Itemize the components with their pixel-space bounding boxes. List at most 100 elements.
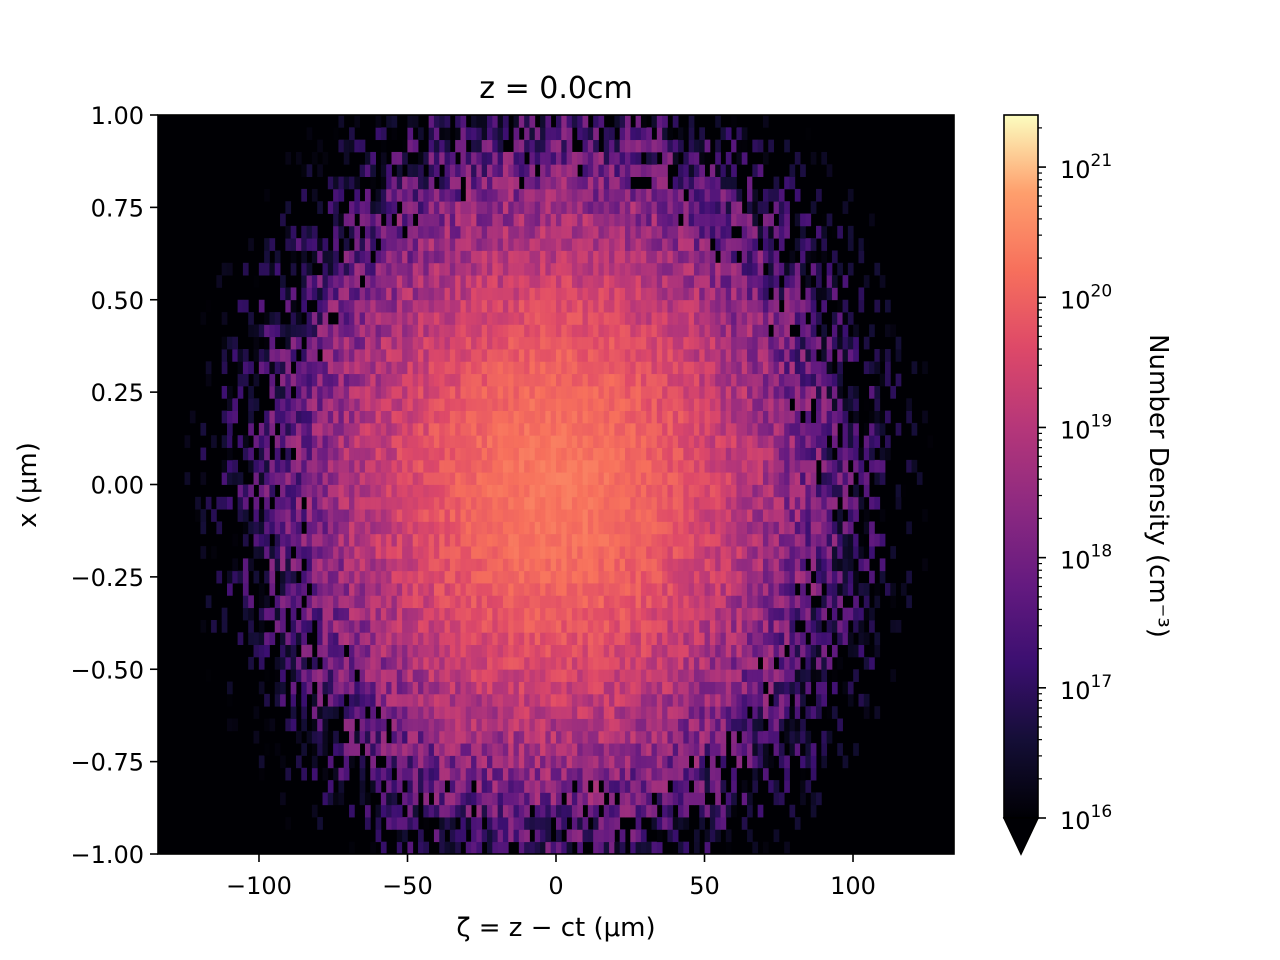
- heatmap-cell: [699, 349, 705, 362]
- heatmap-cell: [667, 385, 674, 399]
- heatmap-cell: [497, 780, 504, 793]
- heatmap-cell: [800, 361, 806, 375]
- heatmap-cell: [699, 632, 705, 646]
- heatmap-cell: [715, 349, 721, 362]
- heatmap-cell: [508, 718, 514, 732]
- heatmap-cell: [630, 681, 636, 695]
- heatmap-cell: [439, 373, 445, 387]
- heatmap-cell: [502, 656, 509, 670]
- heatmap-cell: [487, 361, 493, 375]
- heatmap-cell: [370, 275, 376, 288]
- heatmap-cell: [693, 459, 700, 473]
- heatmap-cell: [662, 521, 668, 535]
- heatmap-cell: [439, 841, 445, 855]
- heatmap-cell: [471, 336, 477, 350]
- heatmap-cell: [492, 718, 499, 732]
- heatmap-cell: [354, 743, 361, 756]
- heatmap-cell: [720, 706, 727, 719]
- heatmap-cell: [481, 743, 488, 756]
- heatmap-cell: [407, 706, 414, 719]
- heatmap-cell: [683, 706, 690, 719]
- heatmap-cell: [614, 496, 621, 510]
- heatmap-cell: [285, 546, 292, 559]
- heatmap-cell: [386, 349, 392, 362]
- heatmap-cell: [603, 619, 610, 633]
- heatmap-cell: [826, 570, 833, 584]
- heatmap-cell: [800, 435, 806, 448]
- heatmap-cell: [349, 472, 355, 485]
- heatmap-cell: [699, 410, 705, 424]
- heatmap-cell: [290, 693, 297, 707]
- heatmap-cell: [789, 706, 796, 719]
- heatmap-cell: [402, 607, 408, 621]
- heatmap-cell: [651, 287, 658, 301]
- heatmap-cell: [656, 817, 663, 830]
- heatmap-cell: [577, 669, 583, 682]
- heatmap-cell: [545, 484, 552, 498]
- heatmap-cell: [778, 546, 785, 559]
- heatmap-cell: [837, 373, 843, 387]
- heatmap-cell: [662, 669, 668, 682]
- heatmap-cell: [311, 459, 318, 473]
- heatmap-cell: [667, 644, 674, 658]
- heatmap-cell: [370, 287, 376, 301]
- heatmap-cell: [667, 767, 674, 781]
- heatmap-cell: [789, 607, 796, 621]
- heatmap-cell: [380, 324, 387, 338]
- heatmap-cell: [800, 398, 806, 411]
- heatmap-cell: [518, 533, 525, 547]
- heatmap-cell: [715, 804, 721, 818]
- heatmap-cell: [380, 792, 387, 806]
- heatmap-cell: [736, 361, 743, 375]
- heatmap-cell: [327, 693, 334, 707]
- heatmap-cell: [693, 435, 700, 448]
- heatmap-cell: [768, 730, 774, 744]
- heatmap-cell: [731, 619, 737, 633]
- heatmap-cell: [386, 743, 392, 756]
- heatmap-cell: [757, 484, 764, 498]
- heatmap-cell: [338, 669, 345, 682]
- heatmap-cell: [481, 447, 488, 461]
- heatmap-cell: [380, 693, 387, 707]
- heatmap-cell: [704, 656, 711, 670]
- heatmap-cell: [773, 619, 780, 633]
- heatmap-cell: [455, 780, 461, 793]
- heatmap-cell: [306, 336, 313, 350]
- heatmap-cell: [402, 349, 408, 362]
- heatmap-cell: [386, 619, 392, 633]
- heatmap-cell: [471, 829, 477, 843]
- heatmap-cell: [534, 792, 541, 806]
- heatmap-cell: [264, 472, 270, 485]
- heatmap-cell: [354, 558, 361, 572]
- heatmap-cell: [322, 706, 329, 719]
- heatmap-cell: [354, 546, 361, 559]
- heatmap-cell: [683, 472, 690, 485]
- heatmap-cell: [285, 570, 292, 584]
- heatmap-cell: [577, 373, 583, 387]
- heatmap-cell: [465, 533, 472, 547]
- heatmap-cell: [874, 632, 881, 646]
- heatmap-cell: [460, 632, 467, 646]
- heatmap-cell: [693, 509, 700, 522]
- heatmap-cell: [481, 730, 488, 744]
- heatmap-cell: [338, 521, 345, 535]
- heatmap-cell: [375, 422, 382, 436]
- heatmap-cell: [747, 361, 753, 375]
- heatmap-cell: [471, 583, 477, 596]
- heatmap-cell: [816, 583, 822, 596]
- heatmap-cell: [646, 632, 652, 646]
- heatmap-cell: [359, 669, 366, 682]
- heatmap-cell: [370, 730, 376, 744]
- heatmap-cell: [667, 373, 674, 387]
- heatmap-cell: [513, 447, 520, 461]
- heatmap-cell: [816, 644, 822, 658]
- heatmap-cell: [540, 706, 546, 719]
- heatmap-cell: [534, 595, 541, 609]
- heatmap-cell: [863, 361, 870, 375]
- heatmap-cell: [741, 730, 748, 744]
- heatmap-cell: [747, 472, 753, 485]
- heatmap-cell: [752, 619, 759, 633]
- heatmap-cell: [640, 447, 647, 461]
- heatmap-cell: [784, 410, 790, 424]
- heatmap-cell: [598, 730, 605, 744]
